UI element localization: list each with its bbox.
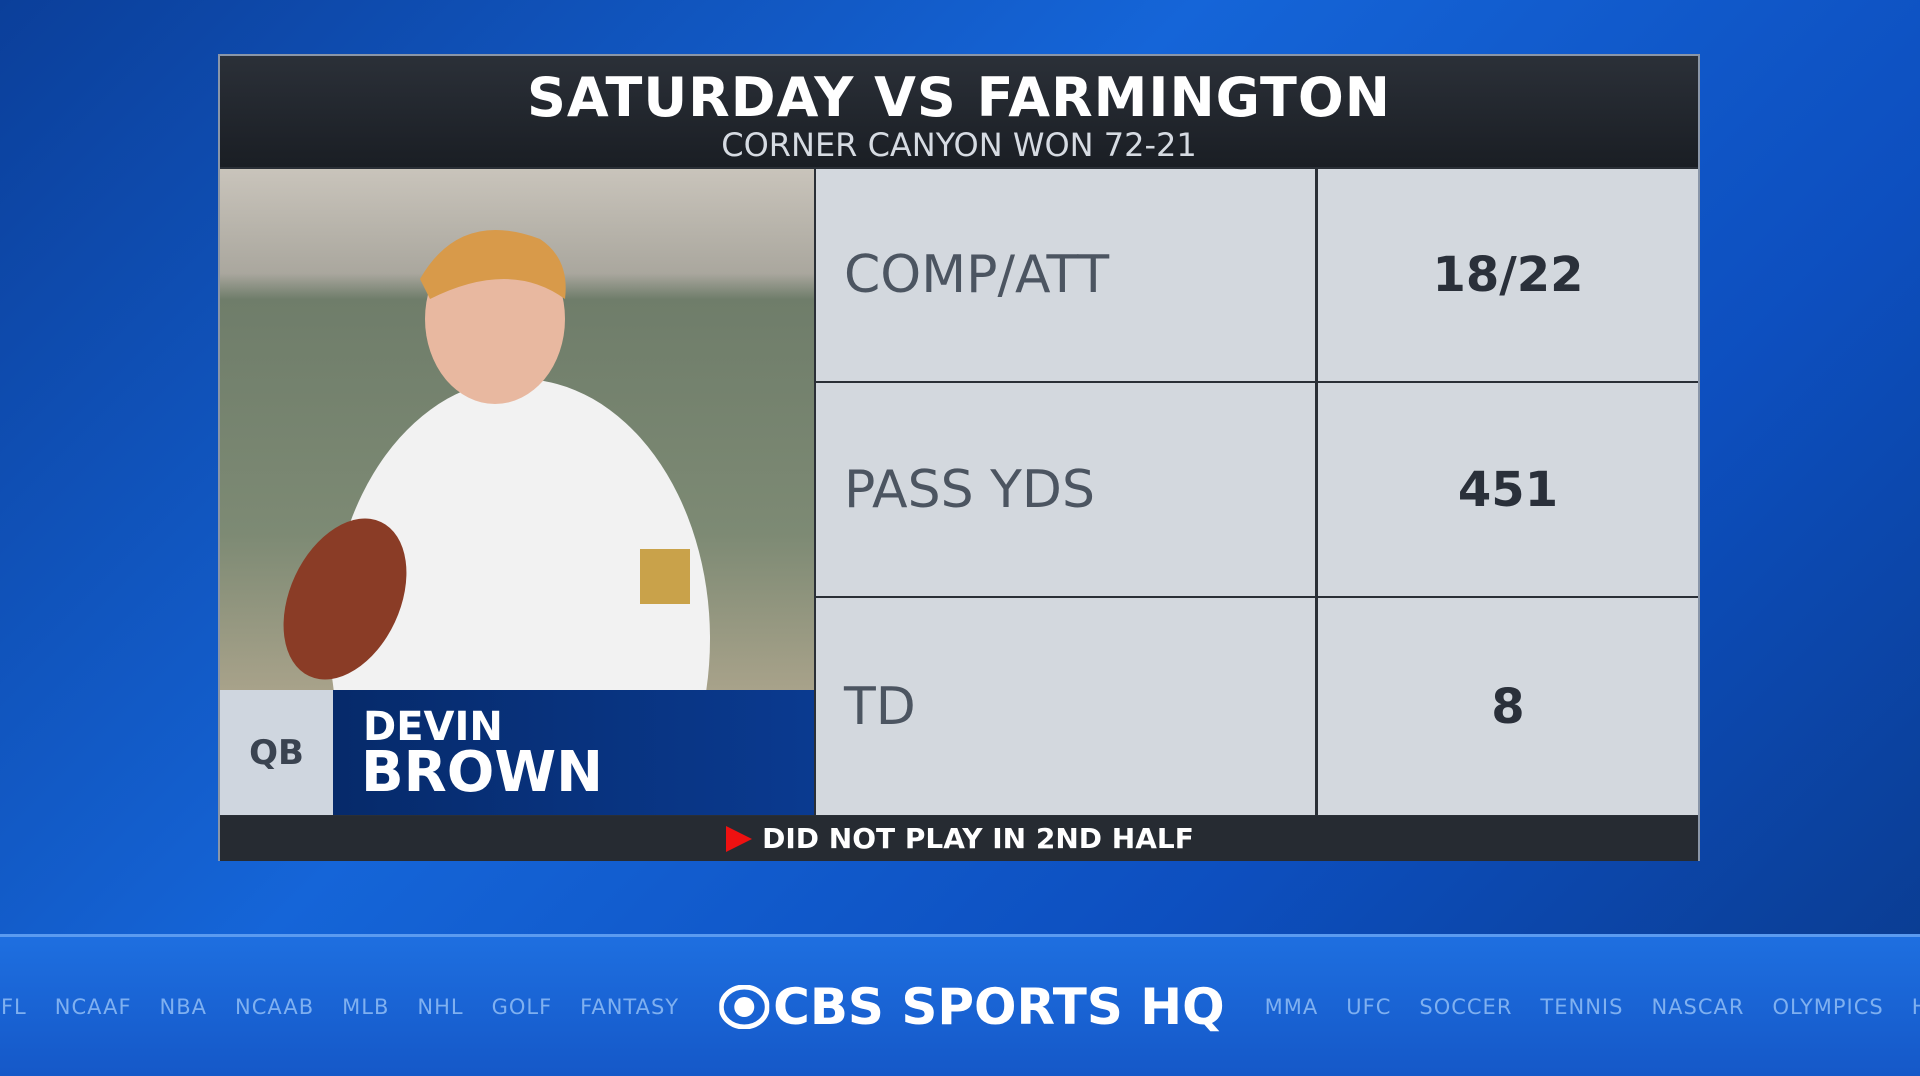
arrow-icon: [726, 825, 753, 852]
cbs-eye: [719, 984, 770, 1029]
ticker-item: FANTASY: [580, 994, 680, 1019]
stat-value: 8: [1318, 598, 1698, 815]
note-bar: DID NOT PLAY IN 2ND HALF: [220, 816, 1698, 861]
note: DID NOT PLAY IN 2ND HALF: [762, 822, 1194, 855]
stat-panel: SATURDAY VS FARMINGTON CORNER CANYON WON…: [218, 54, 1700, 861]
subtitle: CORNER CANYON WON 72-21: [721, 126, 1197, 164]
ticker-item: MLB: [342, 994, 390, 1019]
last-name: BROWN: [361, 740, 604, 805]
ticker: NFL NCAAF NBA NCAAB MLB NHL GOLF FANTASY CBS SPO…: [0, 934, 1920, 1076]
ticker-item: OLYMPICS: [1772, 994, 1884, 1019]
ticker-item: NHL: [417, 994, 464, 1019]
ticker-item: UFC: [1346, 994, 1392, 1019]
header: SATURDAY VS FARMINGTON CORNER CANYON WON…: [220, 56, 1698, 167]
ticker-item: MMA: [1264, 994, 1319, 1019]
photo-illustration: [283, 230, 710, 690]
ticker-item: NCAAF: [54, 994, 132, 1019]
stat-label: COMP/ATT: [816, 169, 1315, 381]
logo: CBS SPORTS HQ: [719, 978, 1225, 1036]
title: SATURDAY VS FARMINGTON: [527, 66, 1391, 129]
position: QB: [220, 690, 333, 815]
first-name: DEVIN: [363, 704, 503, 750]
ticker-item: NCAAB: [235, 994, 315, 1019]
ticker-item: GOLF: [491, 994, 553, 1019]
logo-text: CBS SPORTS HQ: [773, 977, 1225, 1036]
ticker-item: SOCCER: [1419, 994, 1513, 1019]
ticker-item: NASCAR: [1651, 994, 1745, 1019]
ticker-item: NFL: [0, 994, 27, 1019]
stat-value: 18/22: [1318, 169, 1698, 381]
player-photo: [220, 169, 814, 690]
stat-label: TD: [816, 598, 1315, 815]
ticker-item: HI: [1912, 995, 1920, 1019]
ticker-item: TENNIS: [1540, 994, 1624, 1019]
name-plate: DEVIN BROWN: [333, 690, 814, 815]
stat-value: 451: [1318, 383, 1698, 596]
ticker-row: NFL NCAAF NBA NCAAB MLB NHL GOLF FANTASY CBS SPO…: [0, 937, 1920, 1076]
stat-label: PASS YDS: [816, 383, 1315, 596]
ticker-item: NBA: [159, 994, 208, 1019]
